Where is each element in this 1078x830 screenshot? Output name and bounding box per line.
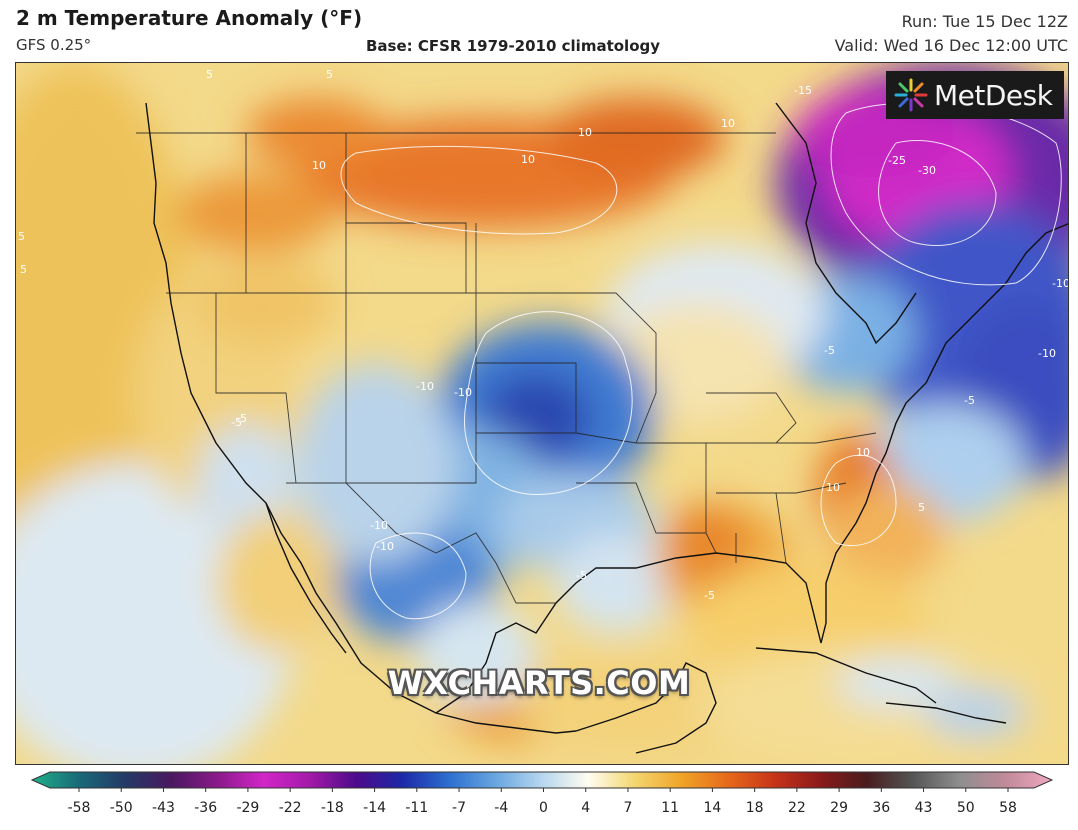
colorbar-tick-label: -4 [494, 800, 508, 816]
sunburst-logo-icon [894, 78, 928, 112]
contour-label: 5 [918, 501, 925, 514]
anomaly-map: 5 5 5 5 10 10 10 10 -15 -25 -30 -10 -10 … [15, 62, 1069, 765]
colorbar-tick-label: 36 [872, 800, 890, 816]
anomaly-field [16, 63, 1068, 764]
contour-label: -10 [376, 540, 394, 553]
colorbar-tick-label: -22 [279, 800, 302, 816]
contour-label: -5 [236, 412, 247, 425]
contour-label: 10 [856, 446, 870, 459]
colorbar-tick-label: -29 [236, 800, 259, 816]
contour-label: 5 [20, 263, 27, 276]
colorbar-tick-label: -50 [110, 800, 133, 816]
contour-label: -5 [576, 569, 587, 582]
colorbar-tick-label: -18 [321, 800, 344, 816]
contour-label: -10 [1038, 347, 1056, 360]
contour-label: 10 [578, 126, 592, 139]
map-canvas: 5 5 5 5 10 10 10 10 -15 -25 -30 -10 -10 … [16, 63, 1069, 764]
contour-label: -30 [918, 164, 936, 177]
colorbar-strip [30, 771, 1054, 789]
contour-label: -15 [794, 84, 812, 97]
contour-label: -10 [370, 519, 388, 532]
coastline [145, 102, 1068, 754]
colorbar-tick-label: 4 [581, 800, 590, 816]
colorbar-tick-label: -7 [452, 800, 466, 816]
model-label: GFS 0.25° [16, 36, 92, 54]
colorbar-tick-label: 18 [746, 800, 764, 816]
contour-label: 10 [521, 153, 535, 166]
colorbar-tick-label: 43 [915, 800, 933, 816]
colorbar-tick-label: -14 [363, 800, 386, 816]
colorbar-tick-label: 29 [830, 800, 848, 816]
colorbar-tick-label: -58 [68, 800, 91, 816]
colorbar-tick-label: 58 [999, 800, 1017, 816]
colorbar-tick-label: 0 [539, 800, 548, 816]
state-borders [136, 132, 877, 604]
colorbar-tick-label: 11 [661, 800, 679, 816]
contour-label: -10 [454, 386, 472, 399]
colorbar-tick-label: 50 [957, 800, 975, 816]
colorbar-tick-label: -36 [194, 800, 217, 816]
contour-label: 10 [312, 159, 326, 172]
climatology-base-label: Base: CFSR 1979-2010 climatology [366, 37, 661, 55]
run-time-label: Run: Tue 15 Dec 12Z [901, 12, 1068, 31]
contour-label: -10 [1052, 277, 1069, 290]
colorbar-tick-label: 7 [623, 800, 632, 816]
colorbar-tick-label: -11 [405, 800, 428, 816]
colorbar-ticks: -58 -50 -43 -36 -29 -22 -18 -14 -11 -7 -4 0 4 7 11 14 18… [68, 788, 1017, 816]
contour-label: 10 [826, 481, 840, 494]
watermark: WXCHARTS.COM [387, 664, 691, 702]
contour-label: 5 [18, 230, 25, 243]
colorbar: -58 -50 -43 -36 -29 -22 -18 -14 -11 -7 -4 0 4 7 11 14 18… [30, 771, 1054, 816]
contour-label: 5 [206, 68, 213, 81]
contour-label: 10 [721, 117, 735, 130]
contour-label: -25 [888, 154, 906, 167]
contour-label: -5 [704, 589, 715, 602]
chart-title: 2 m Temperature Anomaly (°F) [16, 6, 363, 30]
metdesk-logo: MetDesk [886, 71, 1064, 119]
contour-label: -5 [964, 394, 975, 407]
contour-label-group: 5 5 5 5 10 10 10 10 -15 -25 -30 -10 -10 … [18, 68, 1069, 602]
contour-label: -5 [231, 416, 242, 429]
colorbar-tick-label: 22 [788, 800, 806, 816]
logo-text: MetDesk [934, 78, 1053, 112]
contour-label: 5 [326, 68, 333, 81]
colorbar-tick-label: -43 [152, 800, 175, 816]
contour-label: -10 [416, 380, 434, 393]
valid-time-label: Valid: Wed 16 Dec 12:00 UTC [834, 36, 1068, 55]
colorbar-tick-label: 14 [703, 800, 721, 816]
contour-label: -5 [824, 344, 835, 357]
